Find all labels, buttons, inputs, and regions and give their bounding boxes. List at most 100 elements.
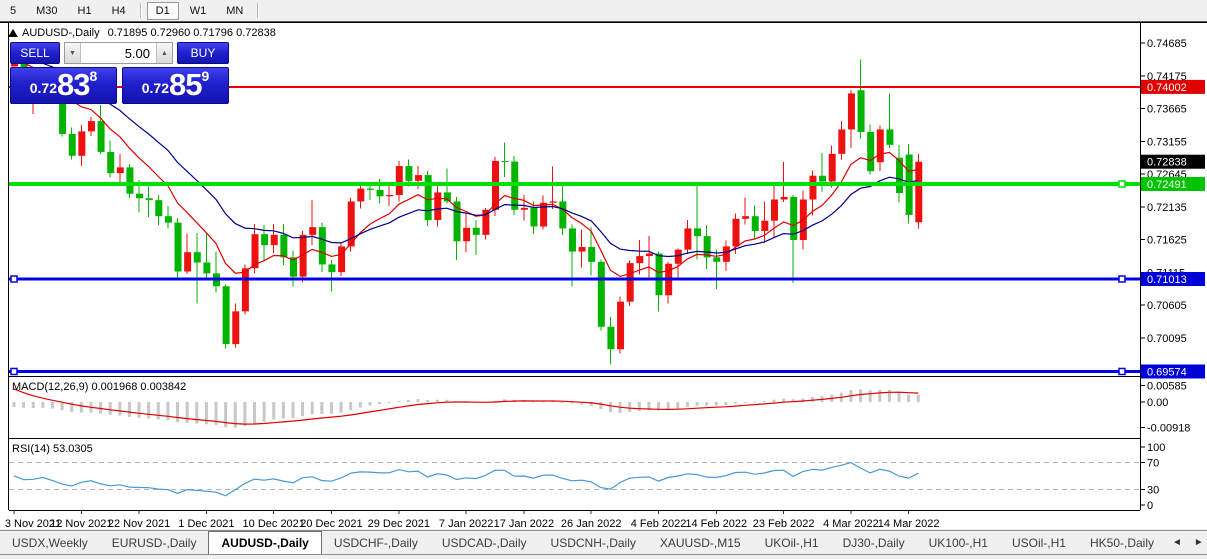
candle-body bbox=[241, 268, 249, 312]
candle-body bbox=[222, 286, 230, 345]
candle-body bbox=[876, 129, 884, 163]
timeframe-button-h4[interactable]: H4 bbox=[111, 4, 126, 17]
macd-histogram-bar bbox=[127, 402, 131, 417]
candle-body bbox=[184, 252, 192, 272]
macd-histogram-bar bbox=[22, 402, 26, 408]
chart-tab-ukoil-h1[interactable]: UKOil-,H1 bbox=[764, 535, 819, 550]
date-tick-label: 4 Feb 2022 bbox=[631, 518, 687, 529]
price-badge bbox=[1141, 364, 1205, 379]
chart-tab-usdx-weekly[interactable]: USDX,Weekly bbox=[12, 535, 88, 550]
chart-tab-usdcnh-daily[interactable]: USDCNH-,Daily bbox=[550, 535, 636, 550]
candle-body bbox=[655, 253, 663, 296]
line-handle[interactable] bbox=[10, 275, 18, 283]
candle-body bbox=[905, 154, 913, 215]
candle-body bbox=[59, 99, 67, 134]
candle-body bbox=[867, 132, 875, 172]
svg-text:30: 30 bbox=[1147, 484, 1159, 496]
candle-body bbox=[126, 167, 134, 194]
timeframe-button-w1[interactable]: W1 bbox=[189, 4, 207, 17]
chart-tab-audusd-daily[interactable]: AUDUSD-,Daily bbox=[208, 531, 322, 554]
volume-increase-icon[interactable]: ▲ bbox=[156, 43, 172, 63]
chart-canvas[interactable]: 0.74685 0.74175 0.73665 0.73155 0.72645 0.721… bbox=[0, 22, 1207, 529]
candle-body bbox=[790, 196, 798, 240]
chart-tab-hk50-daily[interactable]: HK50-,Daily bbox=[1089, 535, 1155, 550]
svg-text:70: 70 bbox=[1147, 457, 1159, 469]
collapse-panel-triangle-icon[interactable] bbox=[8, 29, 18, 37]
chart-tab-uk100-h1[interactable]: UK100-,H1 bbox=[928, 535, 988, 550]
candle-body bbox=[501, 160, 509, 162]
buy-price-button[interactable]: 0.72 85 9 bbox=[122, 67, 229, 104]
date-tick-label: 10 Dec 2021 bbox=[243, 518, 305, 529]
macd-signal-line bbox=[13, 388, 919, 425]
svg-text:0.71013: 0.71013 bbox=[1147, 274, 1187, 286]
candle-body bbox=[97, 121, 105, 152]
svg-text:0.74175: 0.74175 bbox=[1147, 71, 1187, 83]
rsi-label: RSI(14) 53.0305 bbox=[12, 443, 93, 455]
chart-tab-dj30-daily[interactable]: DJ30-,Daily bbox=[842, 535, 905, 550]
macd-histogram-bar bbox=[387, 402, 391, 403]
timeframe-button-5[interactable]: 5 bbox=[10, 4, 17, 17]
macd-histogram-bar bbox=[31, 402, 35, 409]
svg-text:0.00585: 0.00585 bbox=[1147, 381, 1187, 393]
candle-body bbox=[511, 161, 519, 210]
chart-tab-eurusd-daily[interactable]: EURUSD-,Daily bbox=[111, 535, 197, 550]
chart-title: AUDUSD-,Daily 0.71895 0.72960 0.71796 0.7… bbox=[8, 27, 276, 39]
macd-histogram-bar bbox=[445, 399, 449, 402]
chart-tab-usdchf-daily[interactable]: USDCHF-,Daily bbox=[333, 535, 418, 550]
candle-body bbox=[828, 153, 836, 182]
macd-histogram-bar bbox=[320, 402, 324, 414]
macd-histogram-bar bbox=[887, 390, 891, 402]
timeframe-button-h1[interactable]: H1 bbox=[77, 4, 92, 17]
svg-text:0.71115: 0.71115 bbox=[1147, 267, 1185, 279]
candle-body bbox=[366, 188, 374, 190]
line-handle[interactable] bbox=[1118, 367, 1126, 376]
svg-text:0.73665: 0.73665 bbox=[1147, 104, 1187, 116]
macd-histogram-bar bbox=[224, 402, 228, 428]
buy-button[interactable]: BUY bbox=[177, 42, 229, 64]
line-handle[interactable] bbox=[10, 367, 18, 376]
sell-price-button[interactable]: 0.72 83 8 bbox=[10, 67, 117, 104]
timeframe-button-m30[interactable]: M30 bbox=[36, 4, 58, 17]
chart-tab-xauusd-m15[interactable]: XAUUSD-,M15 bbox=[659, 535, 741, 550]
svg-text:0: 0 bbox=[1147, 500, 1153, 512]
candle-body bbox=[780, 196, 788, 200]
macd-histogram-bar bbox=[243, 402, 247, 427]
candle-body bbox=[732, 218, 740, 247]
volume-decrease-icon[interactable]: ▼ bbox=[65, 43, 81, 63]
chart-tab-usdcad-daily[interactable]: USDCAD-,Daily bbox=[441, 535, 527, 550]
timeframe-button-d1[interactable]: D1 bbox=[146, 1, 179, 20]
tab-scroll-left-icon[interactable]: ◄ bbox=[1172, 537, 1182, 548]
macd-histogram-bar bbox=[406, 400, 410, 402]
volume-input[interactable]: 5.00 bbox=[81, 43, 156, 63]
macd-histogram-bar bbox=[753, 401, 757, 403]
timeframe-button-mn[interactable]: MN bbox=[226, 4, 244, 17]
candle-body bbox=[405, 166, 413, 181]
line-handle[interactable] bbox=[1118, 275, 1126, 283]
candle-body bbox=[87, 121, 95, 132]
candle-body bbox=[703, 236, 711, 258]
macd-histogram-bar bbox=[695, 402, 699, 406]
sell-button[interactable]: SELL bbox=[10, 42, 60, 64]
tab-scroll-right-icon[interactable]: ► bbox=[1193, 537, 1204, 548]
macd-histogram-bar bbox=[560, 401, 564, 403]
candle-body bbox=[136, 193, 144, 199]
candle-body bbox=[636, 256, 644, 264]
candle-body bbox=[270, 234, 278, 246]
candle-body bbox=[68, 133, 76, 156]
candle-body bbox=[280, 234, 288, 258]
candle-body bbox=[328, 264, 336, 273]
candle-body bbox=[617, 301, 625, 350]
line-handle[interactable] bbox=[1118, 180, 1126, 188]
macd-histogram-bar bbox=[329, 402, 333, 414]
date-tick-label: 17 Jan 2022 bbox=[494, 518, 555, 529]
candle-body bbox=[453, 201, 461, 242]
chart-tab-usoil-h1[interactable]: USOil-,H1 bbox=[1011, 535, 1066, 550]
candle-body bbox=[357, 188, 365, 202]
svg-text:0.72645: 0.72645 bbox=[1147, 169, 1187, 181]
macd-histogram-bar bbox=[820, 396, 824, 402]
macd-histogram-bar bbox=[137, 402, 141, 418]
macd-histogram-bar bbox=[685, 402, 689, 407]
macd-histogram-bar bbox=[791, 399, 795, 402]
macd-histogram-bar bbox=[868, 390, 872, 402]
